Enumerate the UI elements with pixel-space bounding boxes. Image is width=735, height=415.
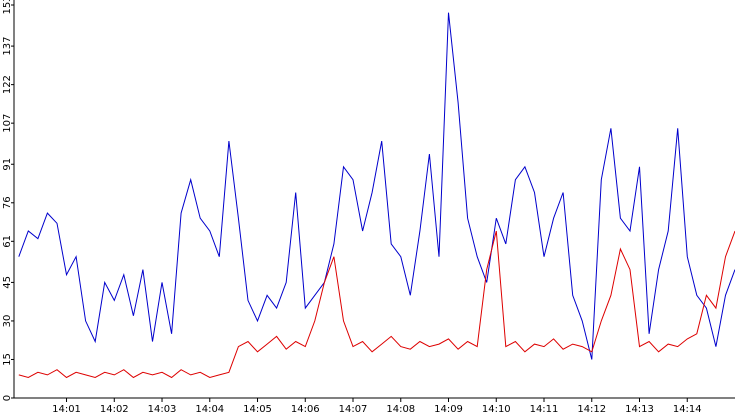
y-tick-label: 45: [2, 276, 13, 289]
x-tick-label: 14:05: [243, 404, 272, 415]
x-tick-label: 14:09: [434, 404, 463, 415]
x-tick-label: 14:14: [673, 404, 702, 415]
x-tick-label: 14:13: [625, 404, 654, 415]
x-tick-label: 14:08: [386, 404, 415, 415]
y-tick-label: 91: [2, 158, 13, 171]
y-tick-label: 0: [2, 395, 13, 401]
x-tick-label: 14:10: [482, 404, 511, 415]
x-tick-label: 14:07: [339, 404, 368, 415]
y-tick-label: 61: [2, 235, 13, 248]
series-line: [18, 230, 735, 379]
y-tick-label: 122: [2, 75, 13, 94]
y-tick-label: 15: [2, 353, 13, 366]
x-tick-label: 14:04: [195, 404, 224, 415]
x-tick-label: 14:02: [100, 404, 129, 415]
y-tick-label: 137: [2, 37, 13, 56]
series-line: [18, 12, 735, 360]
x-tick-label: 14:11: [530, 404, 559, 415]
y-tick-label: 153: [2, 0, 13, 15]
y-tick-label: 30: [2, 315, 13, 328]
y-tick-label: 76: [2, 196, 13, 209]
y-tick-label: 107: [2, 114, 13, 133]
x-tick-label: 14:12: [577, 404, 606, 415]
x-tick-label: 14:01: [52, 404, 81, 415]
x-tick-label: 14:03: [148, 404, 177, 415]
x-tick-label: 14:06: [291, 404, 320, 415]
